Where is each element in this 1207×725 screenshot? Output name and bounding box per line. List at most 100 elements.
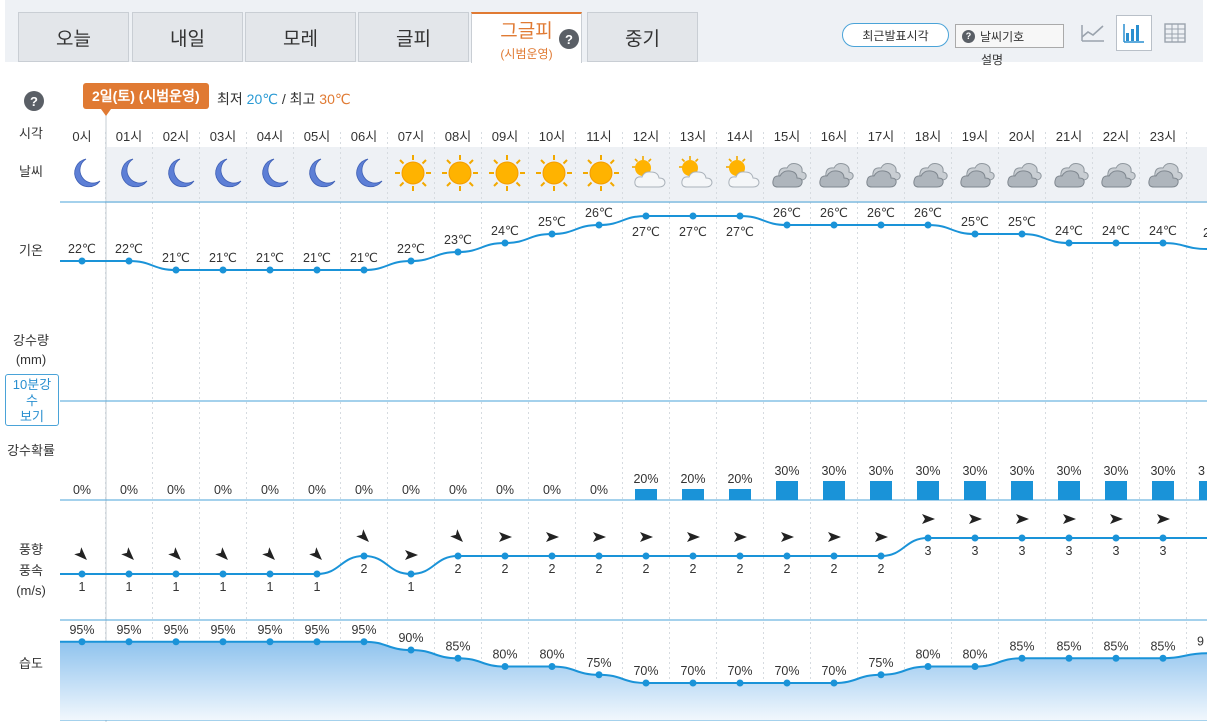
wind-arrow-shape xyxy=(969,514,982,524)
temp-label: 26℃ xyxy=(914,206,942,220)
moon-icon xyxy=(252,153,292,193)
wind-arrow-shape xyxy=(450,529,463,542)
tab-today[interactable]: 오늘 xyxy=(18,12,129,62)
wind-arrow-icon xyxy=(1063,514,1076,524)
pop-label: 0% xyxy=(590,483,608,497)
sun-cloud-icon xyxy=(722,153,762,193)
sun-icon xyxy=(393,153,433,193)
tab-day-after[interactable]: 모레 xyxy=(245,12,356,62)
wind-point xyxy=(172,570,180,578)
wind-point xyxy=(1018,534,1026,542)
temp-point xyxy=(125,257,133,265)
row-label-wind-unit: (m/s) xyxy=(16,583,46,598)
pop-bar xyxy=(870,481,892,500)
wind-point xyxy=(595,552,603,560)
temp-label: 21℃ xyxy=(162,251,190,265)
wind-arrow-shape xyxy=(74,547,87,560)
min-label: 최저 xyxy=(217,91,243,107)
temp-label: 25℃ xyxy=(1008,215,1036,229)
temp-label: 21℃ xyxy=(256,251,284,265)
wind-speed-label: 3 xyxy=(1066,544,1073,558)
temp-label: 22℃ xyxy=(68,242,96,256)
moon-icon xyxy=(158,153,198,193)
humidity-label: 70% xyxy=(680,664,705,678)
temp-label: 25℃ xyxy=(961,215,989,229)
humidity-point xyxy=(360,638,368,646)
wind-speed-label: 2 xyxy=(690,562,697,576)
humidity-label: 70% xyxy=(727,664,752,678)
separator: / xyxy=(281,91,286,107)
temp-point xyxy=(642,212,650,220)
humidity-point xyxy=(1112,654,1120,662)
wind-arrow-icon xyxy=(405,550,418,560)
humidity-label: 75% xyxy=(868,656,893,670)
hour-label: 18시 xyxy=(914,129,942,144)
temp-label: 27℃ xyxy=(679,225,707,239)
wind-arrow-icon xyxy=(875,532,888,542)
tab-label: 모레 xyxy=(283,28,318,50)
help-icon[interactable]: ? xyxy=(24,91,44,111)
table-view-icon[interactable] xyxy=(1157,15,1193,51)
row-label-temp: 기온 xyxy=(19,243,43,258)
hour-label: 04시 xyxy=(256,129,284,144)
temp-point xyxy=(360,266,368,274)
pop-bar xyxy=(682,489,704,500)
wind-arrow-shape xyxy=(828,532,841,542)
temp-label: 27℃ xyxy=(726,225,754,239)
temp-point xyxy=(1112,239,1120,247)
recent-announce-button[interactable]: 최근발표시각 xyxy=(842,23,949,47)
wind-arrow-icon xyxy=(1110,514,1123,524)
top-bar: 오늘 내일 모레 글피 그글피 (시범운영) ? 중기 최근발표시각 ? 날씨기… xyxy=(5,0,1203,67)
humidity-label: 70% xyxy=(633,664,658,678)
temp-point xyxy=(78,257,86,265)
humidity-point xyxy=(501,663,509,670)
weather-legend-button[interactable]: ? 날씨기호 xyxy=(955,24,1064,48)
forecast-chart: 22℃ 22℃ 21℃ 21℃ 21℃ 21℃ 21℃ 22℃ 23℃ 24℃ 25℃ 26℃ 27℃ 2… xyxy=(0,62,1207,725)
bar-chart-view-icon[interactable] xyxy=(1116,15,1152,51)
wind-arrow-icon xyxy=(262,547,275,560)
tab-sublabel: (시범운영) xyxy=(500,46,553,61)
pop-label: 0% xyxy=(496,483,514,497)
rain-btn-line: 보기 xyxy=(20,409,44,424)
temp-point xyxy=(924,221,932,229)
humidity-label: 80% xyxy=(915,648,940,662)
hour-label: 20시 xyxy=(1008,129,1036,144)
humidity-point xyxy=(219,638,227,646)
hour-label: 07시 xyxy=(397,129,425,144)
wind-arrow-shape xyxy=(356,529,369,542)
temp-label: 21℃ xyxy=(303,251,331,265)
tab-tomorrow[interactable]: 내일 xyxy=(132,12,243,62)
tab-day-4[interactable]: 그글피 (시범운영) ? xyxy=(471,12,582,63)
sun-icon xyxy=(487,153,527,193)
legend-desc: 설명 xyxy=(981,53,1004,67)
temp-min-max: 최저 20℃ / 최고 30℃ xyxy=(217,89,351,109)
wind-point xyxy=(783,552,791,560)
help-icon[interactable]: ? xyxy=(559,29,579,49)
moon-icon xyxy=(299,153,339,193)
tab-midterm[interactable]: 중기 xyxy=(587,12,698,62)
temp-point xyxy=(971,230,979,238)
temp-label: 24℃ xyxy=(491,224,519,238)
humidity-point xyxy=(313,638,321,646)
rain-10min-button[interactable]: 10분강 수 보기 xyxy=(5,374,59,426)
humidity-point xyxy=(595,671,603,679)
pop-label: 0% xyxy=(167,483,185,497)
temp-label: 21℃ xyxy=(350,251,378,265)
temp-point xyxy=(407,257,415,265)
humidity-label: 80% xyxy=(539,648,564,662)
pop-bar xyxy=(964,481,986,500)
wind-point xyxy=(125,570,133,578)
humidity-label: 95% xyxy=(116,623,141,637)
hour-label: 08시 xyxy=(444,129,472,144)
cloud-icon xyxy=(769,153,809,193)
tab-day-3[interactable]: 글피 xyxy=(358,12,469,62)
temp-label: 26℃ xyxy=(867,206,895,220)
wind-point xyxy=(501,552,509,560)
line-chart-view-icon[interactable] xyxy=(1075,15,1111,51)
wind-speed-label: 2 xyxy=(361,562,368,576)
hour-label: 10시 xyxy=(538,129,566,144)
temp-point xyxy=(830,221,838,229)
wind-arrow-icon xyxy=(356,529,369,542)
row-label-time: 시각 xyxy=(19,126,43,141)
humidity-label: 85% xyxy=(1150,639,1175,653)
